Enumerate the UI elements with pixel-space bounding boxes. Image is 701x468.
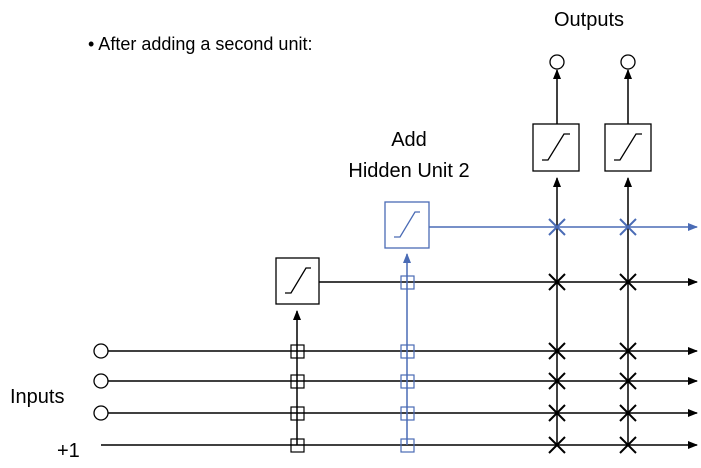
hidden-2-connection-input-1	[400, 344, 415, 359]
hidden-2-connection-input-2	[400, 374, 415, 389]
output-1-weight-input-2	[548, 372, 566, 390]
outputs-label: Outputs	[554, 9, 625, 31]
bias-label: +1	[57, 440, 80, 462]
output-2-weight-input-3	[619, 404, 637, 422]
output-2-weight-input-2	[619, 372, 637, 390]
hidden-unit-2-sigmoid-icon	[394, 211, 420, 238]
output-2-weight-hidden-2	[619, 218, 637, 236]
inputs-label: Inputs	[10, 386, 65, 408]
input-node-3	[93, 405, 109, 421]
output-1-weight-hidden-1	[548, 273, 566, 291]
hidden-2-connection-hidden-1	[400, 275, 415, 290]
hidden-1-connection-input-1	[290, 344, 305, 359]
output-1-weight-input-3	[548, 404, 566, 422]
output-1-weight-bias	[548, 436, 566, 454]
output-2-weight-hidden-1	[619, 273, 637, 291]
output-node-1	[549, 54, 565, 70]
add-hidden-unit-title: Add Hidden Unit 2	[324, 125, 494, 187]
add-label-line2: Hidden Unit 2	[348, 160, 470, 182]
output-1-weight-input-1	[548, 342, 566, 360]
hidden-2-connection-bias	[400, 438, 415, 453]
hidden-1-connection-input-2	[290, 374, 305, 389]
output-node-2	[620, 54, 636, 70]
output-unit-2-sigmoid-icon	[614, 133, 642, 161]
hidden-unit-1-sigmoid-icon	[285, 267, 311, 294]
hidden-1-connection-bias	[290, 438, 305, 453]
output-1-weight-hidden-2	[548, 218, 566, 236]
input-node-2	[93, 373, 109, 389]
add-label-line1: Add	[391, 129, 427, 151]
hidden-1-connection-input-3	[290, 406, 305, 421]
bullet-caption: • After adding a second unit:	[88, 34, 313, 54]
output-2-weight-bias	[619, 436, 637, 454]
hidden-2-connection-input-3	[400, 406, 415, 421]
output-2-weight-input-1	[619, 342, 637, 360]
input-node-1	[93, 343, 109, 359]
output-unit-1-sigmoid-icon	[542, 133, 570, 161]
